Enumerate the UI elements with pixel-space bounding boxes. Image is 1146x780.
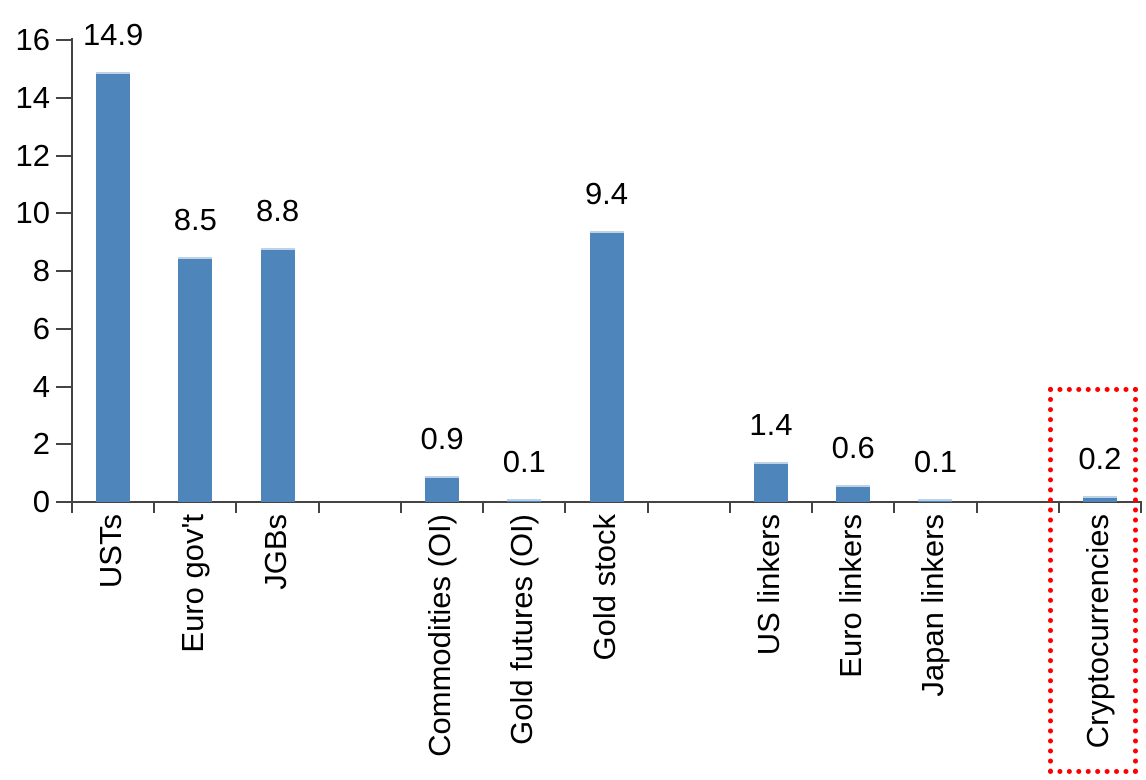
bar [589,230,624,502]
y-axis-tick-label: 6 [32,310,50,346]
x-axis-tick [71,502,73,513]
bar [507,499,542,502]
y-axis-tick-label: 16 [15,22,50,57]
bar-value-label: 0.1 [913,444,957,480]
x-axis-tick [1057,502,1060,513]
category-label: US linkers [750,514,786,656]
y-axis-line [71,38,73,503]
y-axis-tick [56,39,71,41]
y-axis-tick-label: 0 [32,484,50,519]
y-axis-tick [56,501,71,503]
bar [836,484,871,502]
bar [96,71,131,502]
x-axis-tick [564,502,567,513]
category-label: Gold futures (OI) [504,514,540,745]
x-axis-tick [1140,502,1142,513]
x-axis-tick [482,502,485,513]
bar [1082,496,1117,502]
y-axis-tick-label: 2 [32,426,50,462]
bar [178,256,213,502]
y-axis-tick-label: 14 [15,79,50,115]
x-axis-tick [317,502,320,513]
category-label: Gold stock [586,514,622,661]
y-axis-tick [56,96,71,99]
bar-value-label: 9.4 [584,175,629,211]
x-axis-tick [235,502,238,513]
y-axis-tick [56,154,71,157]
bar-value-label: 0.9 [420,421,464,456]
y-axis-tick [56,270,71,272]
y-axis-tick [56,327,71,330]
y-axis-tick-label: 10 [15,195,50,231]
bar [918,499,953,502]
y-axis-tick [56,212,71,215]
bar [260,247,295,502]
x-axis-tick [728,502,731,513]
bar [425,476,460,502]
category-label: Commodities (OI) [422,514,458,757]
bar-value-label: 1.4 [749,406,793,442]
bar [753,461,788,502]
category-label: Euro gov't [175,514,211,653]
bar-value-label: 8.8 [256,192,300,228]
category-label: USTs [93,514,129,589]
y-axis-tick-label: 12 [15,137,50,173]
category-label: Japan linkers [915,514,951,697]
x-axis-line [71,501,1142,503]
category-label: JGBs [257,514,293,590]
bar-value-label: 0.2 [1078,441,1122,477]
bar-value-label: 0.1 [502,444,546,480]
y-axis-tick-label: 4 [32,368,50,404]
category-label: Euro linkers [833,514,869,678]
bar-value-label: 14.9 [82,16,144,52]
y-axis-tick [56,385,71,388]
bar-value-label: 8.5 [173,201,217,237]
highlight-box [1047,387,1138,774]
x-axis-tick [399,502,402,513]
x-axis-tick [646,502,649,513]
x-axis-tick [153,502,156,513]
x-axis-tick [893,502,896,513]
y-axis-tick [56,443,71,446]
x-axis-tick [975,502,978,513]
x-axis-tick [811,502,814,513]
y-axis-tick-label: 8 [32,253,50,288]
bar-value-label: 0.6 [831,429,875,465]
